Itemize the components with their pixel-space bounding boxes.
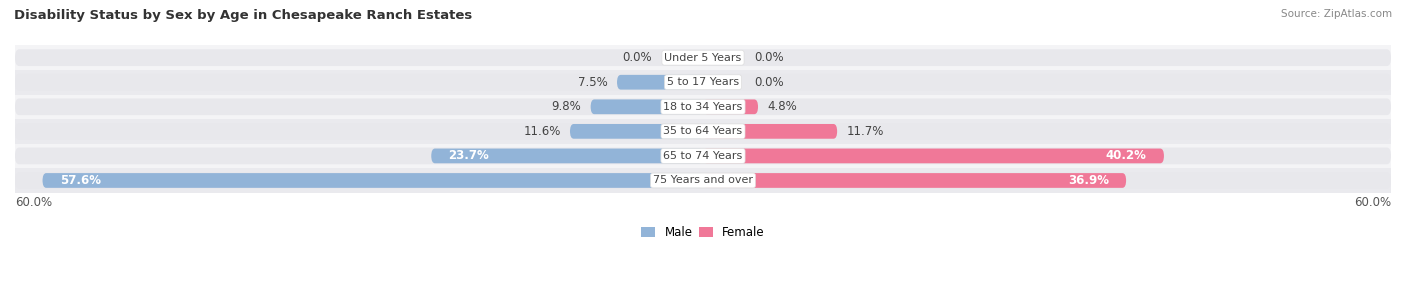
Legend: Male, Female: Male, Female	[637, 221, 769, 244]
Text: 75 Years and over: 75 Years and over	[652, 175, 754, 185]
Text: 0.0%: 0.0%	[755, 51, 785, 64]
Text: 18 to 34 Years: 18 to 34 Years	[664, 102, 742, 112]
FancyBboxPatch shape	[15, 123, 1391, 140]
Text: Source: ZipAtlas.com: Source: ZipAtlas.com	[1281, 9, 1392, 19]
FancyBboxPatch shape	[703, 149, 1164, 163]
FancyBboxPatch shape	[432, 149, 703, 163]
Text: 0.0%: 0.0%	[621, 51, 651, 64]
Text: 36.9%: 36.9%	[1069, 174, 1109, 187]
Bar	[15, 45, 1391, 70]
FancyBboxPatch shape	[591, 99, 703, 114]
Text: 65 to 74 Years: 65 to 74 Years	[664, 151, 742, 161]
FancyBboxPatch shape	[703, 124, 837, 139]
Text: 11.6%: 11.6%	[523, 125, 561, 138]
Text: 0.0%: 0.0%	[755, 76, 785, 89]
FancyBboxPatch shape	[15, 147, 1391, 164]
FancyBboxPatch shape	[42, 173, 703, 188]
Bar	[15, 168, 1391, 193]
Text: Disability Status by Sex by Age in Chesapeake Ranch Estates: Disability Status by Sex by Age in Chesa…	[14, 9, 472, 22]
Text: 57.6%: 57.6%	[59, 174, 101, 187]
FancyBboxPatch shape	[617, 75, 703, 90]
FancyBboxPatch shape	[15, 98, 1391, 115]
Text: 23.7%: 23.7%	[449, 150, 489, 162]
Bar	[15, 144, 1391, 168]
Text: 9.8%: 9.8%	[551, 100, 582, 113]
Text: 60.0%: 60.0%	[1354, 196, 1391, 209]
Text: 7.5%: 7.5%	[578, 76, 607, 89]
FancyBboxPatch shape	[15, 74, 1391, 91]
FancyBboxPatch shape	[703, 173, 1126, 188]
FancyBboxPatch shape	[15, 172, 1391, 189]
Text: 40.2%: 40.2%	[1107, 150, 1147, 162]
FancyBboxPatch shape	[569, 124, 703, 139]
Text: 11.7%: 11.7%	[846, 125, 884, 138]
Text: 5 to 17 Years: 5 to 17 Years	[666, 77, 740, 87]
Text: Under 5 Years: Under 5 Years	[665, 53, 741, 63]
Bar	[15, 119, 1391, 144]
Text: 4.8%: 4.8%	[768, 100, 797, 113]
Bar	[15, 70, 1391, 95]
FancyBboxPatch shape	[15, 49, 1391, 66]
Bar	[15, 95, 1391, 119]
Text: 60.0%: 60.0%	[15, 196, 52, 209]
Text: 35 to 64 Years: 35 to 64 Years	[664, 126, 742, 136]
FancyBboxPatch shape	[703, 99, 758, 114]
